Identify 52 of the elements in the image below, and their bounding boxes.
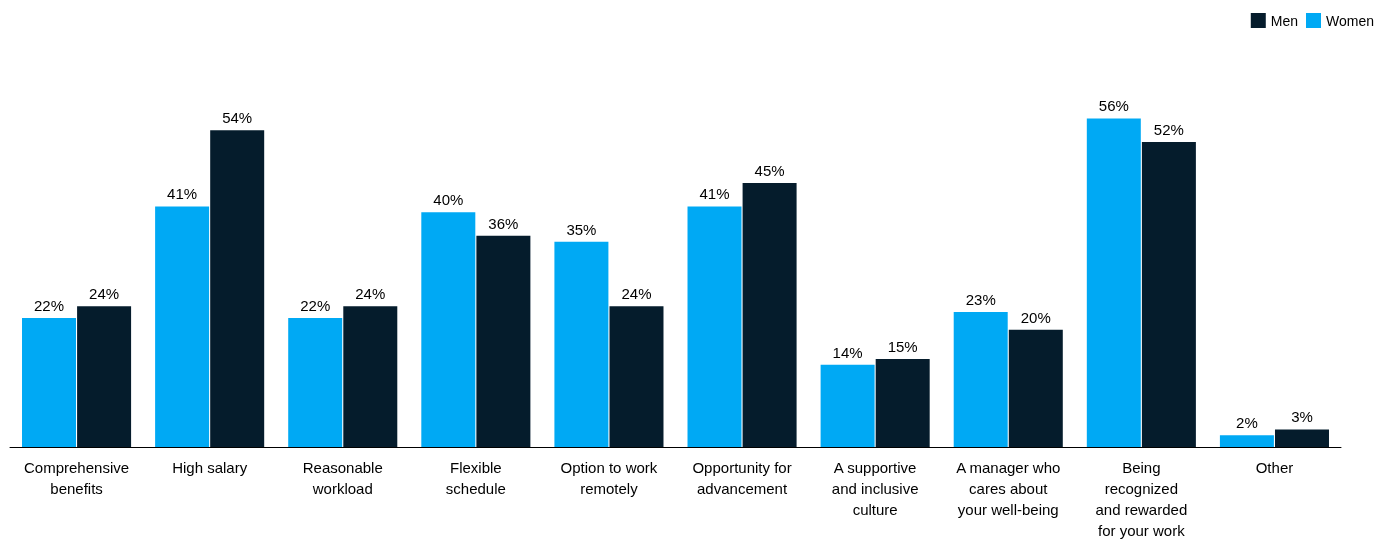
bar <box>953 312 1008 447</box>
x-tick-label: Reasonable workload <box>302 459 383 497</box>
data-label: 45% <box>754 162 785 179</box>
data-label: 52% <box>1153 120 1184 138</box>
data-label: 36% <box>488 214 519 232</box>
data-label: 22% <box>33 296 65 314</box>
bar <box>1141 141 1196 447</box>
bar <box>343 306 398 447</box>
x-tick-label: Other <box>1255 459 1294 476</box>
bar <box>1274 429 1329 447</box>
bar <box>77 306 132 447</box>
bar <box>609 306 664 447</box>
bar <box>1219 435 1274 447</box>
data-label: 3% <box>1291 408 1313 426</box>
data-label: 20% <box>1020 308 1051 326</box>
x-tick-label: Option to work remotely <box>560 459 658 497</box>
bar <box>875 359 930 447</box>
data-label: 35% <box>566 220 597 238</box>
x-tick-label: Opportunity for advancement <box>692 459 792 497</box>
bar <box>22 317 77 447</box>
bar <box>820 364 875 447</box>
bar <box>742 183 797 447</box>
bar <box>687 206 742 447</box>
x-tick-label: Flexible schedule <box>445 459 506 497</box>
data-label: 22% <box>300 296 331 314</box>
data-label: 14% <box>832 343 863 361</box>
x-tick-label: High salary <box>172 459 248 476</box>
bar <box>288 317 343 447</box>
data-label: 15% <box>887 338 918 355</box>
data-label: 56% <box>1098 97 1129 115</box>
bar <box>1008 329 1063 447</box>
legend-label: Men <box>1270 12 1299 29</box>
bar <box>155 206 210 447</box>
data-label: 2% <box>1236 414 1258 432</box>
data-label: 23% <box>965 291 996 309</box>
x-tick-label: A supportive and inclusive culture <box>831 459 919 518</box>
data-label: 40% <box>433 191 464 209</box>
data-label: 24% <box>355 285 386 303</box>
bar <box>1086 118 1141 447</box>
x-tick-label: Being recognized and rewarded for your work <box>1095 459 1188 539</box>
data-label: 54% <box>222 109 253 127</box>
data-label: 24% <box>89 285 120 303</box>
bar <box>554 241 609 447</box>
data-label: 24% <box>621 285 652 303</box>
bar <box>476 235 531 447</box>
x-tick-label: Comprehensive benefits <box>24 459 130 497</box>
data-label: 41% <box>167 185 198 203</box>
legend-label: Women <box>1326 12 1374 29</box>
bar <box>210 130 265 447</box>
x-tick-label: A manager who cares about your well-being <box>956 459 1061 518</box>
bar <box>421 212 476 447</box>
data-label: 41% <box>699 185 730 203</box>
